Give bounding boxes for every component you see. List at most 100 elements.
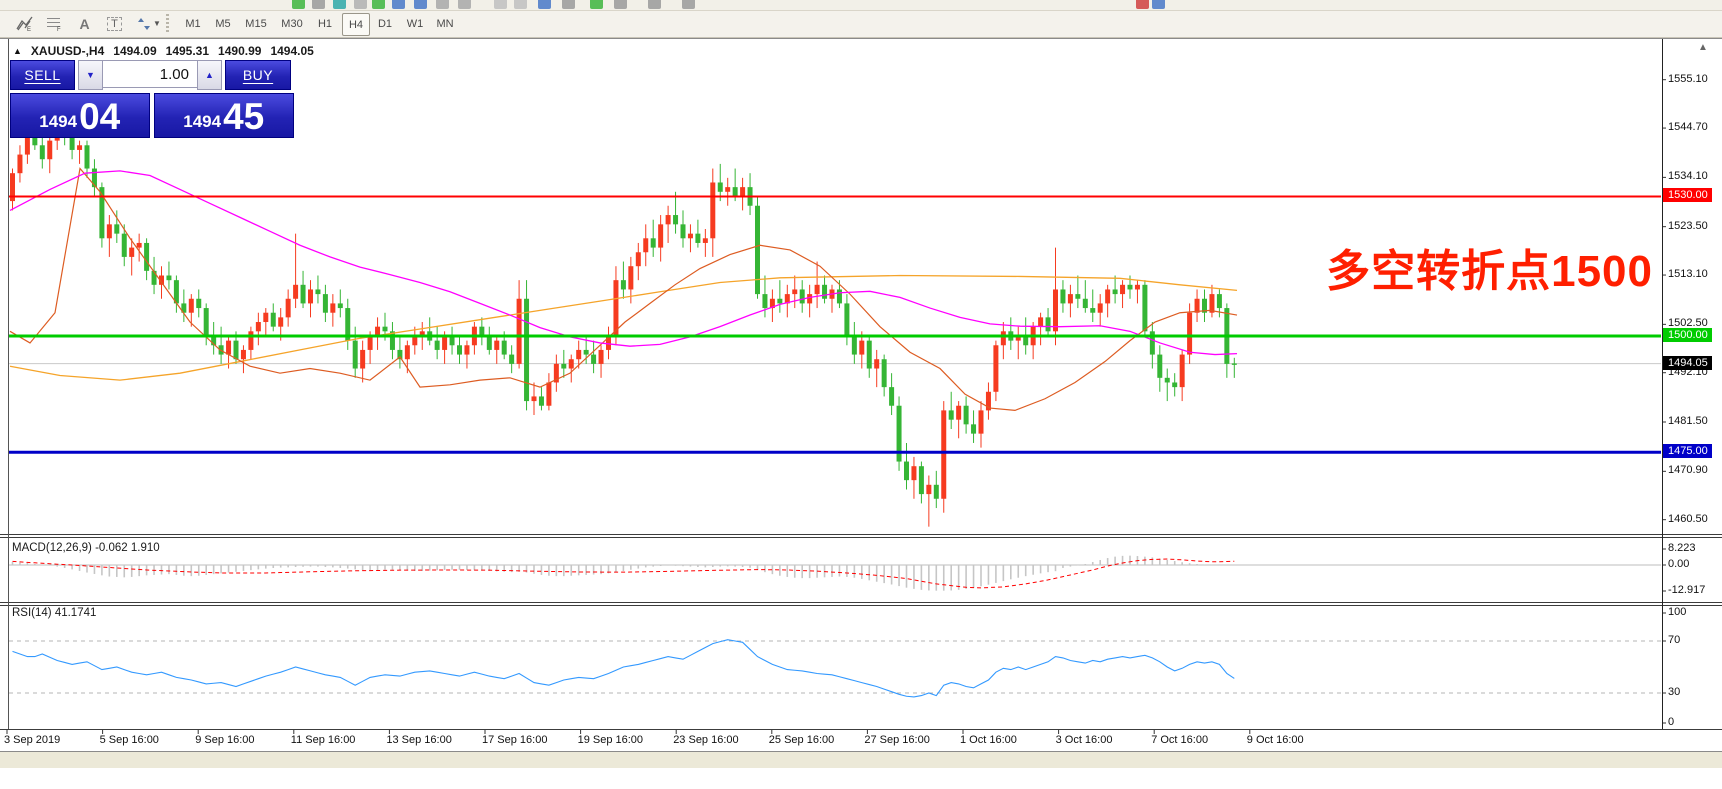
candle-body bbox=[948, 410, 954, 420]
chart-bottom-border bbox=[0, 729, 1722, 730]
timeframe-button-MN[interactable]: MN bbox=[436, 17, 454, 30]
ohlc-open: 1494.09 bbox=[113, 44, 157, 58]
candle-body bbox=[1015, 335, 1021, 341]
volume-decrease-button[interactable]: ▼ bbox=[78, 60, 103, 90]
price-chart-canvas[interactable] bbox=[0, 39, 1722, 752]
candle-body bbox=[457, 345, 462, 355]
toolbar-drag-handle[interactable] bbox=[166, 14, 169, 33]
buy-price-frac: 45 bbox=[223, 96, 265, 137]
candle-body bbox=[486, 335, 492, 350]
candle-body bbox=[658, 224, 664, 248]
candle-body bbox=[1134, 284, 1140, 290]
candle-body bbox=[1060, 289, 1066, 304]
candle-body bbox=[822, 284, 828, 299]
candle-body bbox=[382, 326, 388, 332]
candle-body bbox=[1127, 284, 1133, 290]
indicators-icon[interactable]: E bbox=[12, 13, 37, 34]
candle-body bbox=[836, 289, 842, 304]
macd-tick-label: -12.917 bbox=[1668, 584, 1706, 596]
clipped-toolbar-icon bbox=[648, 0, 661, 9]
volume-increase-button[interactable]: ▲ bbox=[197, 60, 222, 90]
chart-annotation-text: 多空转折点1500 bbox=[1326, 247, 1653, 296]
candle-body bbox=[32, 131, 38, 146]
candle-body bbox=[330, 303, 336, 313]
clipped-toolbar-icon bbox=[1152, 0, 1165, 9]
macd-panel bbox=[9, 555, 1661, 591]
date-label: 25 Sep 16:00 bbox=[768, 734, 835, 746]
candle-body bbox=[337, 303, 343, 309]
candle-body bbox=[524, 298, 530, 402]
candle-body bbox=[740, 187, 746, 197]
candle-body bbox=[367, 335, 373, 350]
candle-body bbox=[792, 289, 798, 295]
svg-text:F: F bbox=[57, 27, 61, 31]
candle-body bbox=[613, 280, 619, 336]
grid-icon[interactable]: F bbox=[42, 13, 67, 34]
timeframe-button-H4[interactable]: H4 bbox=[342, 13, 370, 36]
candle-body bbox=[1112, 289, 1118, 295]
rsi-indicator-label: RSI(14) 41.1741 bbox=[12, 607, 97, 619]
ohlc-high: 1495.31 bbox=[165, 44, 210, 58]
candle-body bbox=[725, 187, 731, 192]
candle-body bbox=[881, 359, 887, 388]
candle-body bbox=[762, 294, 768, 309]
level-price-badge: 1530.00 bbox=[1663, 188, 1712, 203]
clipped-toolbar-icon bbox=[312, 0, 325, 9]
volume-input[interactable] bbox=[103, 60, 197, 88]
macd-tick-label: 0.00 bbox=[1668, 558, 1690, 570]
clipped-toolbar-icon bbox=[1136, 0, 1149, 9]
timeframe-button-M30[interactable]: M30 bbox=[281, 17, 303, 30]
panel-divider-main-macd[interactable] bbox=[0, 534, 1722, 535]
candle-body bbox=[10, 173, 15, 202]
candle-body bbox=[1179, 354, 1185, 388]
symbol-collapse-icon[interactable]: ▲ bbox=[13, 46, 22, 56]
price-tick-label: 1534.10 bbox=[1668, 170, 1708, 183]
clipped-toolbar-icon bbox=[458, 0, 471, 9]
plot-left-border bbox=[8, 39, 9, 729]
candle-body bbox=[1105, 289, 1111, 304]
timeframe-button-H1[interactable]: H1 bbox=[317, 17, 333, 30]
candle-body bbox=[233, 340, 239, 360]
rsi-line bbox=[12, 639, 1235, 698]
cycle-arrows-icon[interactable]: ▼ bbox=[132, 13, 166, 34]
candle-body bbox=[620, 280, 626, 290]
sell-price[interactable]: 1494 04 bbox=[10, 93, 150, 138]
candle-body bbox=[1194, 298, 1200, 313]
candle-body bbox=[255, 322, 261, 332]
textbox-icon[interactable]: T bbox=[102, 13, 127, 34]
timeframe-button-M15[interactable]: M15 bbox=[245, 17, 267, 30]
candle-body bbox=[844, 303, 850, 336]
date-label: 9 Sep 16:00 bbox=[195, 734, 255, 746]
timeframe-button-M1[interactable]: M1 bbox=[185, 17, 201, 30]
candle-body bbox=[874, 359, 880, 369]
timeframe-button-D1[interactable]: D1 bbox=[377, 17, 393, 30]
clipped-toolbar-icon bbox=[538, 0, 551, 9]
candle-body bbox=[784, 294, 790, 304]
candle-body bbox=[918, 466, 924, 495]
candle-body bbox=[568, 359, 574, 369]
ohlc-low: 1490.99 bbox=[218, 44, 262, 58]
buy-button[interactable]: BUY bbox=[225, 60, 291, 90]
candle-body bbox=[985, 391, 991, 411]
time-axis[interactable] bbox=[0, 768, 1722, 789]
candle-body bbox=[628, 266, 634, 290]
candle-body bbox=[1023, 335, 1029, 346]
main-price-panel bbox=[9, 117, 1661, 527]
buy-price[interactable]: 1494 45 bbox=[153, 93, 294, 138]
candle-body bbox=[91, 168, 97, 188]
sell-button[interactable]: SELL bbox=[10, 60, 75, 90]
panel-divider-line bbox=[0, 605, 1722, 606]
candle-body bbox=[1164, 377, 1170, 383]
candle-body bbox=[226, 340, 232, 355]
clipped-toolbar-icon bbox=[436, 0, 449, 9]
text-label-icon[interactable]: A bbox=[79, 15, 90, 32]
candle-body bbox=[419, 331, 425, 336]
timeframe-button-M5[interactable]: M5 bbox=[215, 17, 231, 30]
panel-divider-macd-rsi[interactable] bbox=[0, 602, 1722, 603]
candle-body bbox=[904, 461, 909, 481]
level-price-badge: 1500.00 bbox=[1663, 327, 1712, 342]
scroll-to-end-icon[interactable]: ▲ bbox=[1698, 42, 1708, 53]
candle-body bbox=[538, 396, 544, 406]
level-price-badge: 1475.00 bbox=[1663, 444, 1712, 459]
timeframe-button-W1[interactable]: W1 bbox=[406, 17, 424, 30]
